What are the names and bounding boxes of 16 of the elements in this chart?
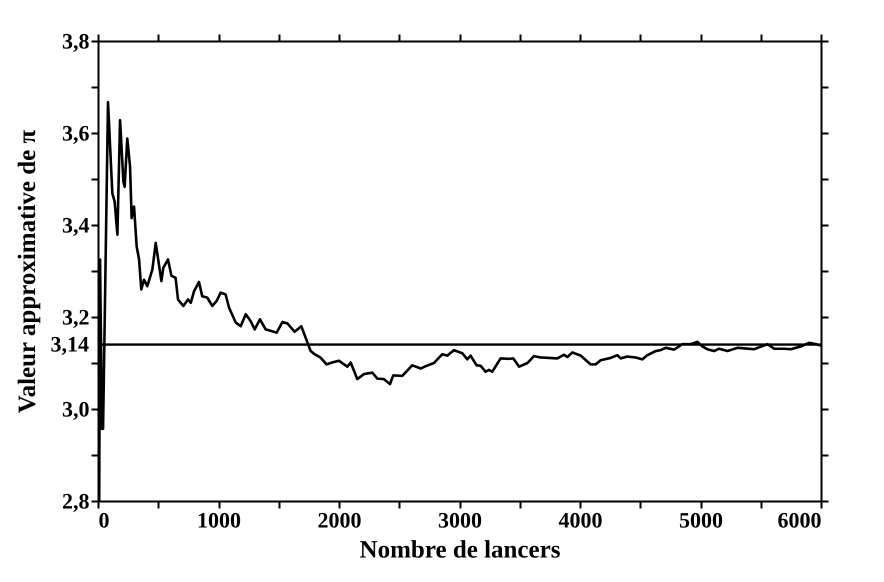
x-tick-label: 6000 — [778, 508, 822, 532]
y-axis-title: Valeur approximative de π — [14, 130, 41, 414]
y-tick-label: 3,2 — [62, 304, 90, 330]
x-tick-label: 2000 — [318, 508, 362, 532]
y-tick-label: 3,0 — [62, 396, 90, 422]
ref-line-label: 3,14 — [50, 332, 89, 357]
x-tick-label: 5000 — [679, 508, 723, 532]
y-tick-label: 3,4 — [62, 212, 90, 238]
x-tick-label: 1000 — [197, 508, 241, 532]
x-tick-label: 3000 — [438, 508, 482, 532]
x-tick-label: 4000 — [558, 508, 602, 532]
x-tick-label: 0 — [98, 508, 110, 532]
y-tick-label: 3,6 — [62, 120, 90, 146]
y-tick-label: 3,8 — [62, 28, 90, 54]
y-tick-label: 2,8 — [62, 488, 90, 514]
x-axis-title: Nombre de lancers — [360, 536, 561, 564]
